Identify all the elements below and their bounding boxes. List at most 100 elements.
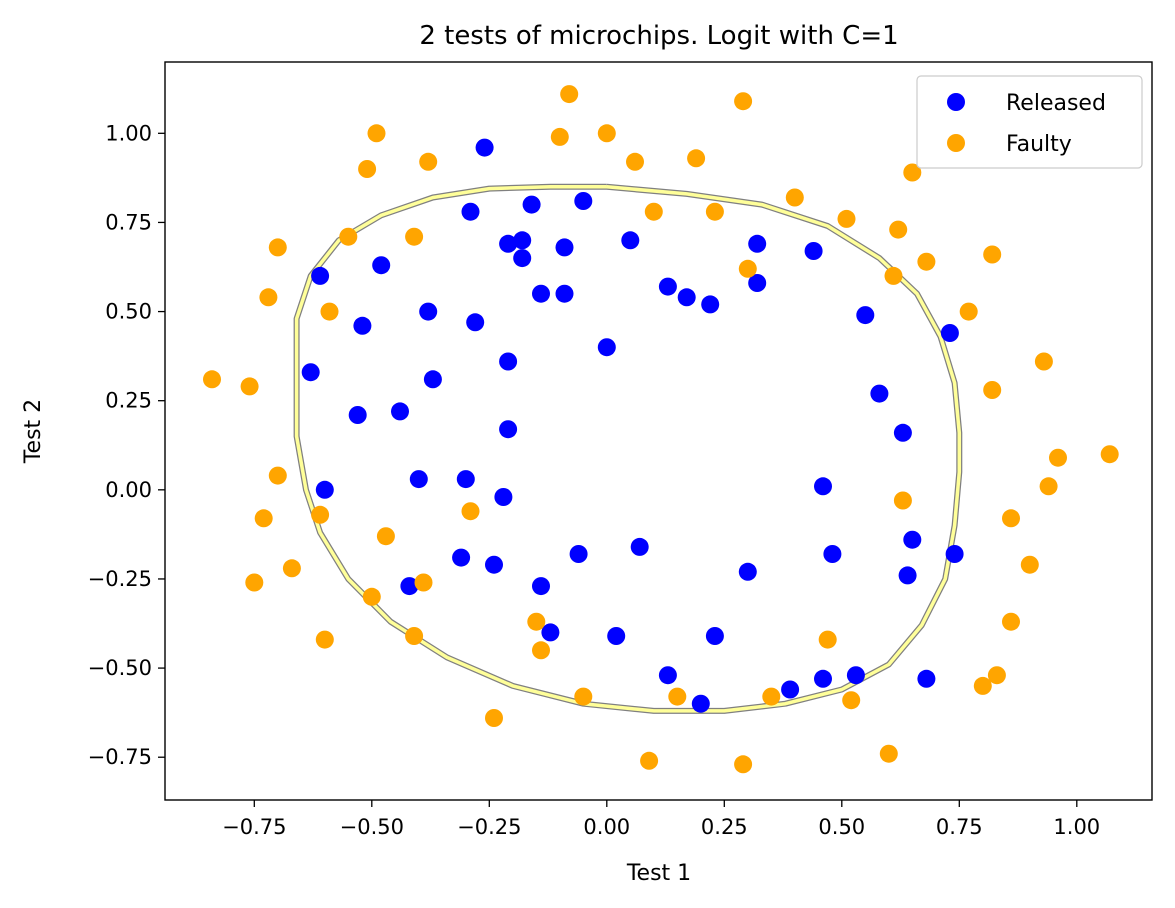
data-point-faulty xyxy=(734,755,753,774)
data-point-faulty xyxy=(461,502,480,521)
data-point-released xyxy=(499,420,518,439)
x-tick-label: −0.25 xyxy=(457,815,521,839)
legend-label-faulty: Faulty xyxy=(1006,132,1072,157)
data-point-released xyxy=(301,363,320,382)
data-point-released xyxy=(748,234,767,253)
data-point-released xyxy=(541,623,560,642)
data-point-released xyxy=(372,256,391,275)
data-point-released xyxy=(555,238,574,257)
data-point-released xyxy=(658,277,677,296)
data-point-released xyxy=(677,288,696,307)
data-point-faulty xyxy=(597,124,616,143)
x-tick-label: −0.75 xyxy=(222,815,286,839)
data-point-released xyxy=(452,548,471,567)
data-point-released xyxy=(461,202,480,221)
y-tick-label: 1.00 xyxy=(105,121,152,145)
data-point-released xyxy=(893,423,912,442)
data-point-released xyxy=(513,231,532,250)
data-point-released xyxy=(513,249,532,268)
data-point-faulty xyxy=(917,252,936,271)
data-point-released xyxy=(456,470,475,489)
data-point-faulty xyxy=(311,505,330,524)
data-point-released xyxy=(419,302,438,321)
data-point-faulty xyxy=(983,381,1002,399)
data-point-released xyxy=(311,266,330,285)
data-point-faulty xyxy=(903,163,922,182)
data-point-faulty xyxy=(259,288,278,307)
data-point-faulty xyxy=(315,630,334,649)
data-point-released xyxy=(804,242,823,260)
data-point-released xyxy=(940,324,959,342)
legend-box xyxy=(916,75,1143,169)
data-point-faulty xyxy=(339,227,358,246)
y-axis: −0.75 −0.50 −0.25 0.00 0.25 0.50 0.75 1.00 xyxy=(88,121,165,769)
decision-boundary xyxy=(294,185,962,713)
y-tick-label: −0.75 xyxy=(88,745,152,769)
data-point-faulty xyxy=(1049,448,1067,467)
data-point-released xyxy=(814,477,832,496)
decision-boundary-outline xyxy=(293,183,963,714)
data-point-faulty xyxy=(405,227,424,246)
x-tick-label: 0.75 xyxy=(936,815,983,839)
data-point-released xyxy=(353,316,372,335)
series-released xyxy=(301,138,964,713)
data-point-faulty xyxy=(268,238,287,257)
data-point-faulty xyxy=(1002,509,1020,528)
data-point-faulty xyxy=(485,709,503,727)
data-point-faulty xyxy=(842,691,861,710)
data-point-faulty xyxy=(574,687,593,706)
plot-area xyxy=(203,85,1119,774)
data-point-faulty xyxy=(320,302,339,321)
data-point-released xyxy=(532,284,550,303)
x-tick-label: 1.00 xyxy=(1053,815,1100,839)
data-point-faulty xyxy=(282,559,301,578)
data-point-faulty xyxy=(1002,612,1020,631)
data-point-faulty xyxy=(734,92,753,111)
data-point-released xyxy=(494,488,513,506)
chart-title: 2 tests of microchips. Logit with C=1 xyxy=(419,21,898,51)
data-point-faulty xyxy=(738,259,757,278)
data-point-faulty xyxy=(560,85,579,104)
data-point-released xyxy=(738,562,757,581)
y-tick-label: −0.50 xyxy=(88,656,152,680)
data-point-faulty xyxy=(268,466,287,485)
x-tick-label: 0.25 xyxy=(701,815,748,839)
data-point-released xyxy=(705,627,724,645)
data-point-faulty xyxy=(762,687,781,706)
data-point-released xyxy=(691,694,710,713)
x-axis: −0.75 −0.50 −0.25 0.00 0.25 0.50 0.75 1.00 xyxy=(222,800,1100,839)
data-point-released xyxy=(499,352,518,371)
data-point-released xyxy=(597,338,616,357)
data-point-faulty xyxy=(362,587,381,606)
data-point-faulty xyxy=(240,377,259,396)
data-point-released xyxy=(823,545,842,563)
data-point-faulty xyxy=(1039,477,1058,496)
data-point-faulty xyxy=(1100,445,1119,464)
data-point-released xyxy=(423,370,442,389)
data-point-released xyxy=(630,537,649,556)
data-point-released xyxy=(870,384,889,403)
data-point-faulty xyxy=(687,149,706,168)
data-point-released xyxy=(499,234,518,253)
data-point-released xyxy=(348,406,367,424)
data-point-faulty xyxy=(889,220,908,239)
data-point-released xyxy=(856,306,875,325)
data-point-faulty xyxy=(959,302,978,321)
plot-frame xyxy=(164,61,1153,801)
data-point-released xyxy=(607,627,626,645)
data-point-faulty xyxy=(705,202,724,221)
data-point-faulty xyxy=(376,527,395,546)
data-point-faulty xyxy=(527,612,546,631)
data-point-released xyxy=(569,545,588,563)
data-point-faulty xyxy=(203,370,221,389)
y-tick-label: 0.00 xyxy=(105,478,152,502)
y-tick-label: 0.75 xyxy=(105,210,152,234)
legend: Released Faulty xyxy=(916,75,1143,169)
data-point-faulty xyxy=(879,744,898,763)
legend-label-released: Released xyxy=(1006,91,1106,116)
data-point-faulty xyxy=(532,641,550,660)
x-axis-label: Test 1 xyxy=(626,861,691,886)
y-tick-label: −0.25 xyxy=(88,567,152,591)
